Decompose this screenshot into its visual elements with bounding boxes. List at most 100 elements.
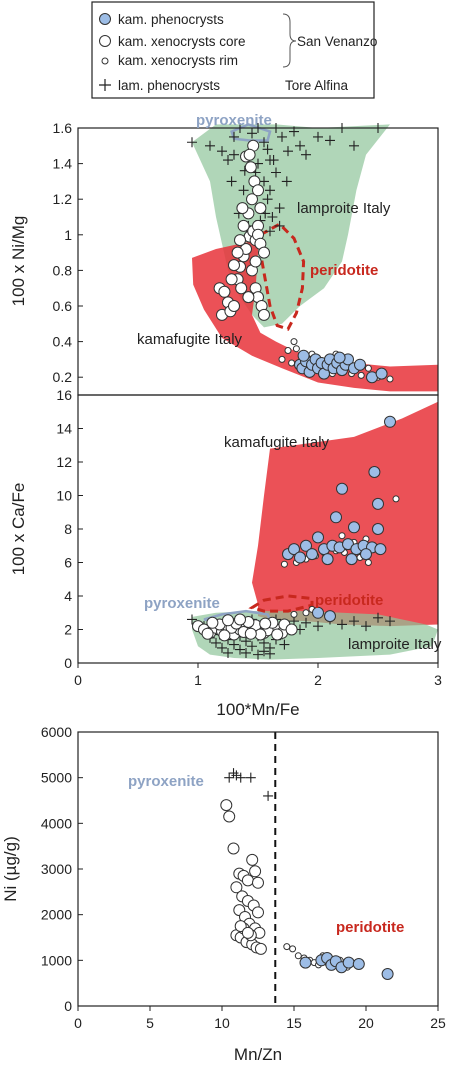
- point-kam-xenocrysts-rim: [284, 347, 292, 354]
- point-lam-phenocrysts: [313, 621, 323, 632]
- point-lam-phenocrysts: [235, 644, 245, 655]
- y-tick-label: 2000: [41, 907, 72, 923]
- point-lam-phenocrysts: [325, 135, 335, 146]
- y-tick-label: 1.4: [53, 156, 73, 172]
- point-kam-xenocrysts-rim: [338, 532, 346, 540]
- point-kam-phenocrysts: [374, 543, 387, 556]
- y-tick-label: 1.6: [53, 120, 73, 136]
- point-kam-phenocrysts: [342, 956, 355, 969]
- point-kam-phenocrysts: [288, 543, 300, 556]
- legend-group-san-venanzo: San Venanzo: [297, 34, 377, 49]
- point-kam-phenocrysts: [375, 367, 388, 380]
- point-kam-xenocrysts-rim: [364, 364, 372, 372]
- x-tick-label: 10: [214, 1015, 230, 1031]
- point-lam-phenocrysts: [301, 149, 311, 160]
- point-kam-xenocrysts-core: [230, 881, 243, 894]
- point-kam-phenocrysts: [336, 482, 348, 495]
- point-kam-xenocrysts-core: [231, 246, 244, 259]
- legend-entry-lam-phenocrysts: lam. phenocrysts: [118, 78, 220, 93]
- point-lam-phenocrysts: [277, 131, 287, 142]
- point-lam-phenocrysts: [224, 772, 235, 783]
- point-lam-phenocrysts: [223, 155, 233, 166]
- point-lam-phenocrysts: [267, 212, 278, 222]
- y-tick-label: 14: [56, 421, 72, 437]
- ylabel-ni: Ni (µg/g): [1, 836, 20, 902]
- point-kam-xenocrysts-core: [222, 614, 234, 627]
- point-lam-phenocrysts: [226, 176, 237, 187]
- point-kam-xenocrysts-core: [243, 148, 256, 161]
- point-lam-phenocrysts: [231, 770, 242, 781]
- point-kam-xenocrysts-rim: [357, 371, 365, 379]
- point-kam-xenocrysts-core: [206, 616, 219, 629]
- legend-entry-kam-xenocrysts-rim: kam. xenocrysts rim: [118, 53, 238, 68]
- point-lam-phenocrysts: [187, 614, 197, 625]
- point-lam-phenocrysts: [223, 647, 233, 658]
- point-kam-phenocrysts: [348, 521, 360, 534]
- label-peridotite-2: peridotite: [315, 592, 383, 609]
- point-lam-phenocrysts: [349, 140, 359, 151]
- y-tick-label: 0: [64, 655, 72, 671]
- point-lam-phenocrysts: [283, 146, 293, 157]
- point-lam-phenocrysts: [229, 639, 239, 650]
- panel-ni-mnzn-points: [220, 768, 394, 980]
- point-kam-xenocrysts-rim: [302, 609, 310, 617]
- x-tick-label: 1: [194, 672, 202, 688]
- point-lam-phenocrysts: [265, 185, 275, 196]
- point-lam-phenocrysts: [241, 636, 251, 647]
- point-kam-phenocrysts: [321, 553, 334, 566]
- point-kam-xenocrysts-core: [234, 613, 246, 626]
- x-tick-label: 0: [74, 672, 82, 688]
- point-kam-xenocrysts-core: [244, 627, 257, 640]
- point-kam-xenocrysts-core: [241, 926, 254, 939]
- point-kam-xenocrysts-core: [242, 291, 255, 304]
- point-kam-xenocrysts-core: [246, 853, 259, 866]
- point-kam-xenocrysts-core: [223, 810, 236, 823]
- point-kam-xenocrysts-core: [225, 273, 238, 286]
- point-kam-xenocrysts-rim: [290, 338, 298, 346]
- point-kam-phenocrysts: [354, 358, 366, 371]
- legend-entry-kam-xenocrysts-core: kam. xenocrysts core: [118, 34, 246, 49]
- point-kam-xenocrysts-core: [249, 255, 262, 268]
- point-kam-phenocrysts: [345, 553, 358, 566]
- y-tick-label: 4: [64, 588, 72, 604]
- point-kam-xenocrysts-rim: [288, 359, 296, 367]
- y-tick-label: 10: [56, 488, 72, 504]
- point-lam-phenocrysts: [295, 140, 305, 151]
- point-lam-phenocrysts: [228, 768, 239, 779]
- point-kam-xenocrysts-core: [241, 874, 254, 887]
- y-tick-label: 0.8: [53, 262, 73, 278]
- outline-peridotite: [258, 222, 306, 331]
- point-kam-xenocrysts-core: [228, 300, 240, 312]
- point-lam-phenocrysts: [313, 131, 323, 142]
- panel-ni-mg: 0.2 0.4 0.6 0.8 1 1.2 1.4 1.6 lamproite Italy k…: [9, 112, 439, 396]
- point-lam-phenocrysts: [349, 616, 359, 627]
- point-kam-xenocrysts-core: [234, 920, 247, 933]
- point-lam-phenocrysts: [205, 140, 215, 151]
- point-lam-phenocrysts: [337, 619, 347, 630]
- point-kam-xenocrysts-rim: [386, 375, 394, 383]
- point-kam-xenocrysts-rim: [283, 943, 291, 951]
- label-kamafugite-italy-1: kamafugite Italy: [137, 331, 243, 348]
- x-tick-label: 20: [358, 1015, 374, 1031]
- point-kam-xenocrysts-core: [235, 282, 248, 295]
- point-lam-phenocrysts: [253, 649, 263, 660]
- ylabel-ni-mg: 100 x Ni/Mg: [9, 216, 28, 307]
- x-tick-label: 0: [74, 1015, 82, 1031]
- panel-ni-mnzn: 0 1000 2000 3000 4000 5000 6000 0 5 10 15 20 25 pyro…: [1, 724, 446, 1064]
- point-lam-phenocrysts: [281, 176, 292, 187]
- point-lam-phenocrysts: [259, 137, 269, 148]
- point-kam-phenocrysts: [312, 606, 324, 619]
- legend-group-tore-alfina: Tore Alfina: [285, 78, 349, 93]
- x-tick-label: 2: [314, 672, 322, 688]
- point-kam-xenocrysts-core: [220, 799, 233, 812]
- point-kam-xenocrysts-core: [227, 842, 240, 855]
- point-lam-phenocrysts: [235, 772, 246, 783]
- panel-ni-mg-ticks: 0.2 0.4 0.6 0.8 1 1.2 1.4 1.6: [53, 120, 83, 385]
- point-kam-xenocrysts-core: [252, 876, 264, 889]
- point-kam-xenocrysts-core: [259, 617, 272, 630]
- point-lam-phenocrysts: [211, 637, 221, 648]
- point-kam-xenocrysts-core: [252, 184, 264, 197]
- point-lam-phenocrysts: [262, 144, 273, 155]
